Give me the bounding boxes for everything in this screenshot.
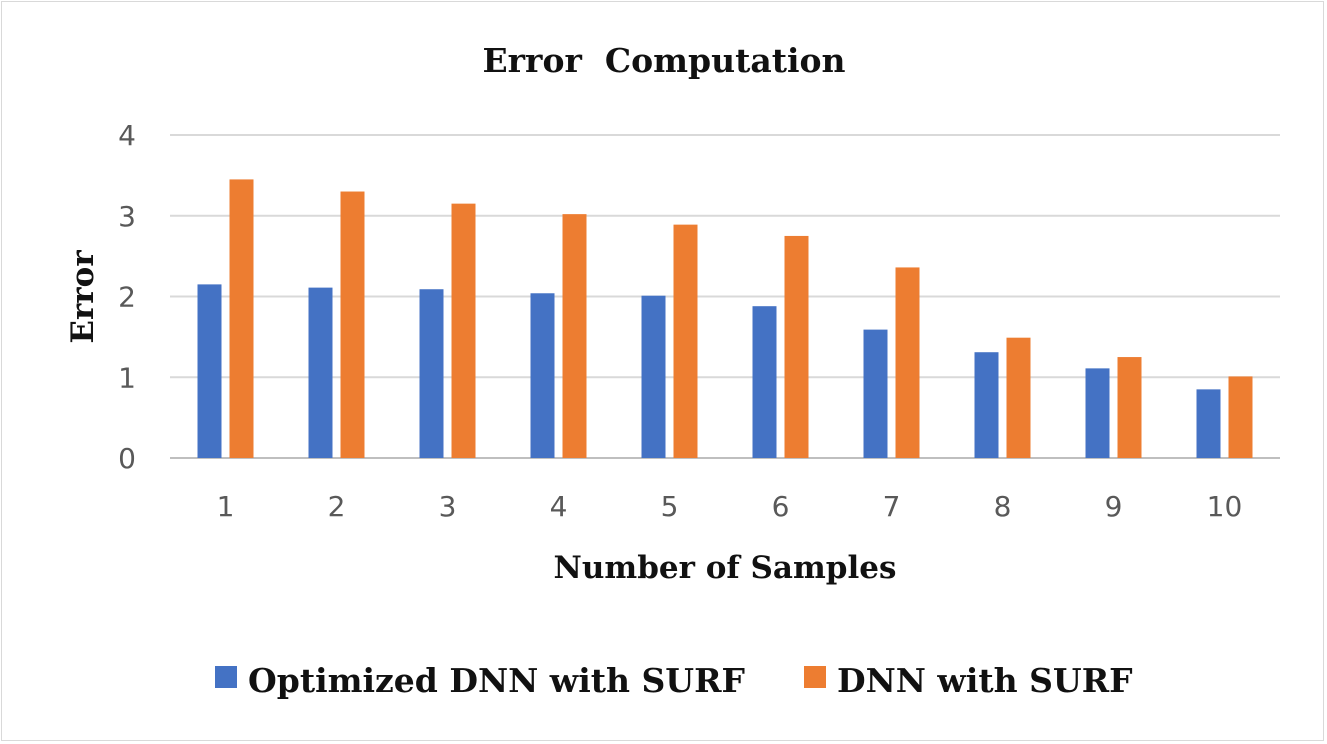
bar-optimized-dnn-8 — [974, 352, 999, 458]
bar-optimized-dnn-1 — [197, 284, 222, 458]
x-tick-label: 6 — [772, 490, 790, 523]
bar-dnn-1 — [229, 179, 254, 458]
y-axis-ticks: 0 1 2 3 4 — [118, 119, 136, 475]
x-tick-label: 5 — [661, 490, 679, 523]
bar-dnn-6 — [784, 235, 809, 458]
y-tick-label: 4 — [118, 119, 136, 152]
bar-optimized-dnn-9 — [1085, 368, 1110, 458]
chart-title: Error Computation — [483, 41, 846, 80]
bar-dnn-9 — [1117, 357, 1142, 458]
y-axis-title: Error — [65, 250, 101, 344]
legend-label-dnn: DNN with SURF — [837, 661, 1133, 700]
x-tick-label: 9 — [1105, 490, 1123, 523]
bar-optimized-dnn-4 — [530, 293, 555, 458]
x-tick-label: 8 — [994, 490, 1012, 523]
legend: Optimized DNN with SURF DNN with SURF — [215, 661, 1133, 700]
bars — [197, 179, 1253, 458]
x-tick-label: 7 — [883, 490, 901, 523]
bar-dnn-4 — [562, 214, 587, 458]
y-tick-label: 0 — [118, 442, 136, 475]
legend-label-optimized-dnn: Optimized DNN with SURF — [248, 661, 745, 700]
x-axis-ticks: 1 2 3 4 5 6 7 8 9 10 — [217, 490, 1243, 523]
x-tick-label: 1 — [217, 490, 235, 523]
y-tick-label: 1 — [118, 361, 136, 394]
bar-optimized-dnn-3 — [419, 289, 444, 458]
bar-optimized-dnn-2 — [308, 287, 333, 458]
legend-swatch-dnn — [804, 666, 826, 688]
y-tick-label: 2 — [118, 281, 136, 314]
bar-optimized-dnn-5 — [641, 295, 666, 458]
x-tick-label: 2 — [328, 490, 346, 523]
gridlines — [170, 134, 1280, 459]
bar-dnn-2 — [340, 191, 365, 458]
x-tick-label: 3 — [439, 490, 457, 523]
x-tick-label: 10 — [1207, 490, 1243, 523]
bar-optimized-dnn-6 — [752, 306, 777, 458]
x-axis-title: Number of Samples — [554, 550, 897, 586]
bar-optimized-dnn-10 — [1196, 389, 1221, 458]
bar-dnn-5 — [673, 224, 698, 458]
bar-dnn-7 — [895, 267, 920, 458]
x-tick-label: 4 — [550, 490, 568, 523]
bar-dnn-10 — [1228, 376, 1253, 458]
bar-dnn-3 — [451, 203, 476, 458]
legend-swatch-optimized-dnn — [215, 666, 237, 688]
y-tick-label: 3 — [118, 200, 136, 233]
bar-optimized-dnn-7 — [863, 329, 888, 458]
bar-dnn-8 — [1006, 337, 1031, 458]
